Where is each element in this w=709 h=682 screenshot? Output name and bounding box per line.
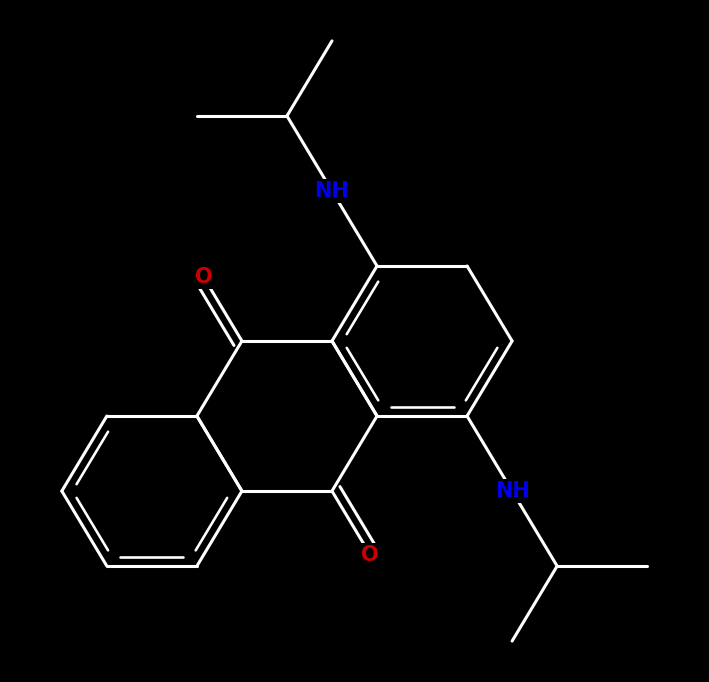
Text: O: O [195, 267, 213, 287]
Text: NH: NH [495, 481, 530, 501]
Text: O: O [362, 545, 379, 565]
Text: NH: NH [315, 181, 350, 201]
